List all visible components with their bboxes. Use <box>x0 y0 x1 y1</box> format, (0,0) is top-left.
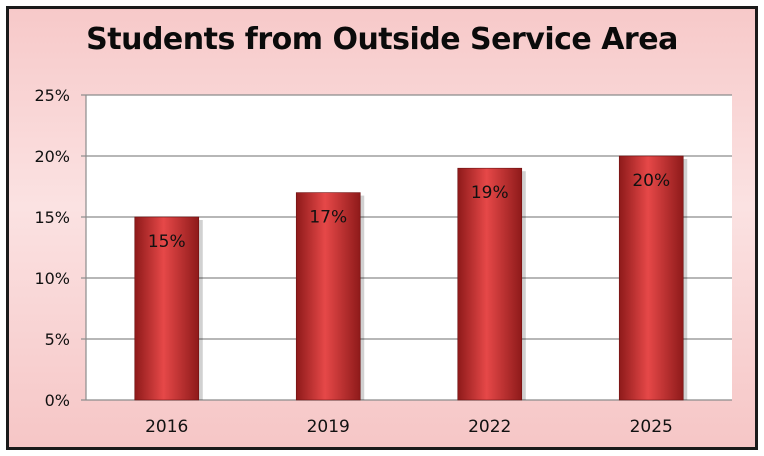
x-tick-label: 2019 <box>307 417 350 437</box>
x-tick-label: 2025 <box>630 417 673 437</box>
y-axis: 0% 5% 10% 15% 20% 25% <box>34 86 87 410</box>
y-tick-label: 5% <box>45 330 70 349</box>
y-tick-label: 25% <box>34 86 70 105</box>
data-label: 15% <box>148 232 186 252</box>
bar-2025 <box>618 155 684 401</box>
bars: 15% 17% 19% 20% <box>134 155 688 401</box>
y-tick-label: 10% <box>34 269 70 288</box>
chart-title: Students from Outside Service Area <box>86 22 678 57</box>
x-axis: 2016 2019 2022 2025 <box>145 417 673 437</box>
y-tick-label: 20% <box>34 147 70 166</box>
bar-2016 <box>134 216 200 401</box>
data-label: 20% <box>632 171 670 191</box>
data-label: 17% <box>309 208 347 228</box>
data-label: 19% <box>471 183 509 203</box>
bar-2019 <box>295 192 361 401</box>
bar-2022 <box>457 167 523 401</box>
y-tick-label: 15% <box>34 208 70 227</box>
y-tick-label: 0% <box>45 391 70 410</box>
x-tick-label: 2022 <box>468 417 511 437</box>
x-tick-label: 2016 <box>145 417 188 437</box>
